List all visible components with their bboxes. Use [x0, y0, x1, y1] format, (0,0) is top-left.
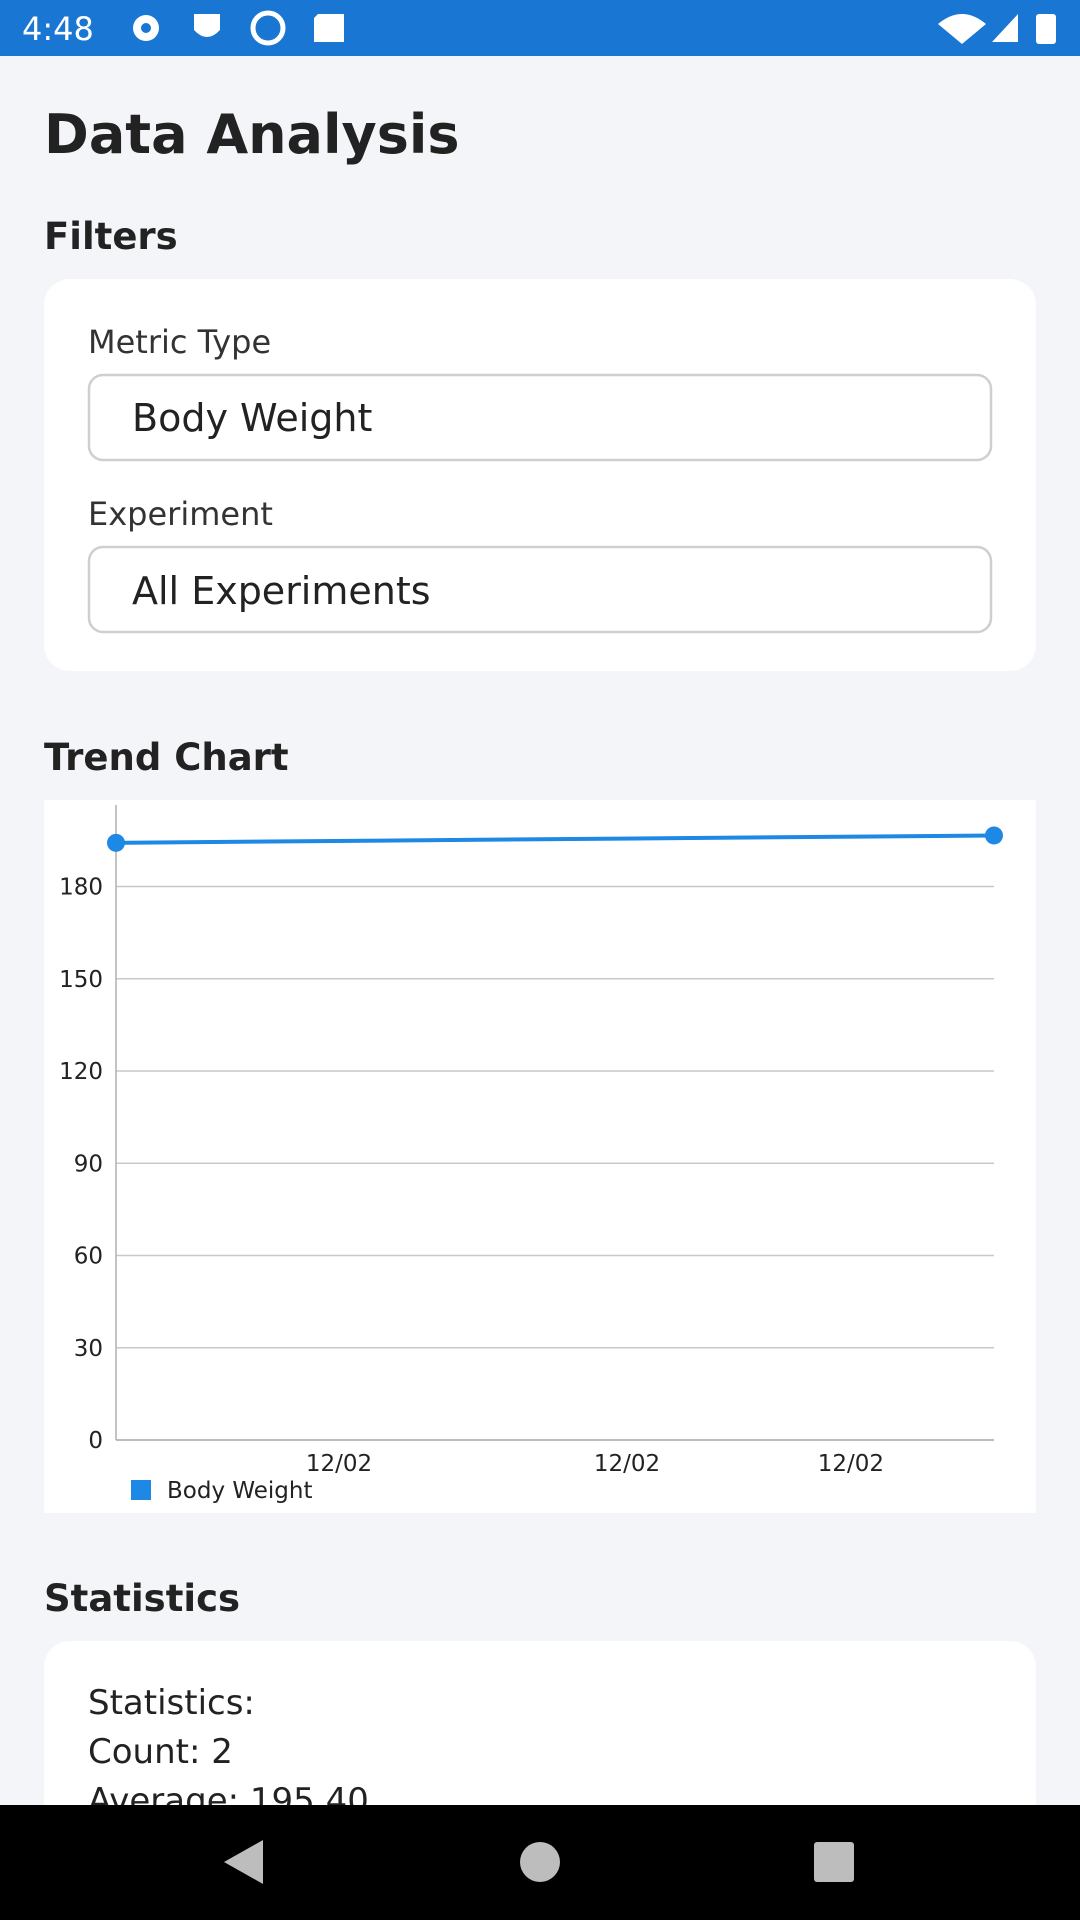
legend-label: Body Weight: [167, 1478, 313, 1504]
recents-button[interactable]: [814, 1842, 854, 1882]
x-tick-label: 12/02: [818, 1451, 884, 1477]
chart-card: [44, 800, 1036, 1513]
metric-type-select[interactable]: [87, 373, 993, 462]
y-tick-label: 120: [59, 1059, 103, 1085]
data-line: [115, 833, 995, 845]
back-button[interactable]: [224, 1840, 263, 1884]
y-tick-label: 30: [74, 1336, 103, 1362]
field-label: Experiment: [88, 495, 273, 533]
page-title: Data Analysis: [44, 103, 460, 166]
section-heading: Filters: [44, 215, 178, 258]
y-tick-label: 150: [59, 967, 103, 993]
status-time: 4:48: [22, 10, 94, 48]
stat-line: Count: 2: [88, 1732, 233, 1772]
x-tick-label: 12/02: [594, 1451, 660, 1477]
y-tick-label: 180: [59, 875, 103, 901]
status-icons: [133, 10, 1056, 46]
field-label: Metric Type: [88, 323, 271, 361]
data-point: [107, 833, 125, 852]
data-point: [985, 826, 1003, 845]
select-value: All Experiments: [132, 569, 431, 613]
status-bar: [0, 0, 1080, 56]
section-heading: Trend Chart: [44, 736, 289, 779]
select-value: Body Weight: [132, 396, 372, 440]
y-tick-label: 60: [74, 1244, 103, 1270]
stat-line: Statistics:: [88, 1683, 255, 1723]
section-heading: Statistics: [44, 1577, 240, 1620]
legend-swatch: [131, 1480, 151, 1500]
x-tick-label: 12/02: [306, 1451, 372, 1477]
experiment-select[interactable]: [87, 545, 993, 634]
y-tick-label: 0: [88, 1428, 103, 1454]
home-button[interactable]: [520, 1842, 560, 1882]
y-tick-label: 90: [74, 1151, 103, 1177]
